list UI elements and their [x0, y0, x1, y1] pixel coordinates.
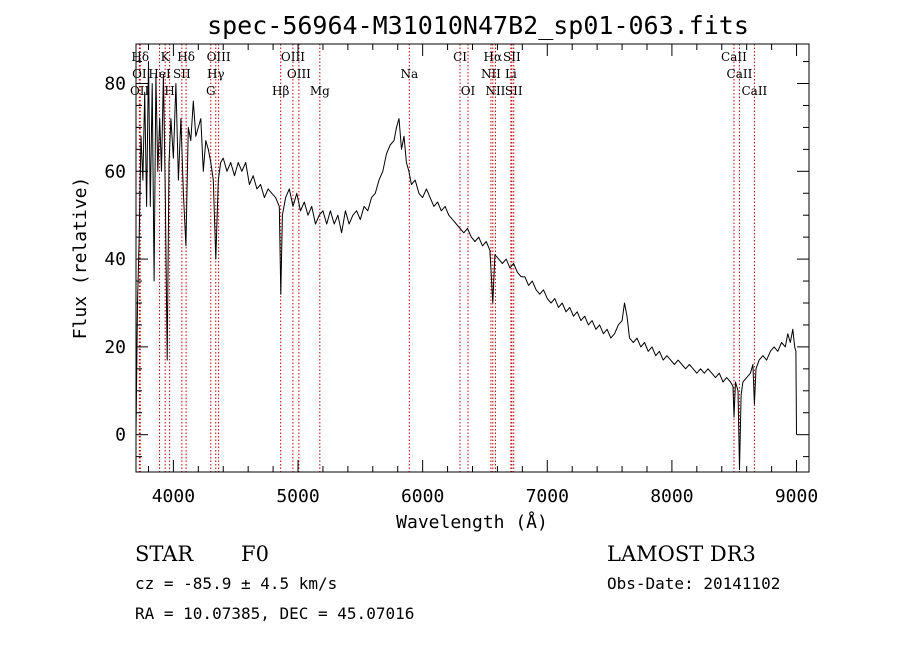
y-tick-label: 40: [104, 249, 126, 270]
spectral-line-label: G: [206, 84, 216, 98]
x-tick-label: 9000: [775, 486, 818, 507]
spectral-lines-layer: [138, 44, 755, 472]
spectral-line-label: OI: [132, 67, 147, 81]
spectral-line-label: OI: [461, 84, 476, 98]
x-tick-label: 4000: [152, 486, 195, 507]
spectral-line-label: OIII: [207, 50, 231, 64]
spectral-line-label: K: [161, 50, 171, 64]
spectral-line-label: CaII: [727, 67, 753, 81]
y-tick-label: 80: [104, 74, 126, 95]
subclass: F0: [241, 542, 269, 566]
chart-title: spec-56964-M31010N47B2_sp01-063.fits: [207, 11, 749, 40]
spectral-line-label: Na: [400, 67, 418, 81]
spectral-line-label: OIII: [287, 67, 311, 81]
spectral-line-label: CaII: [721, 50, 747, 64]
axis-ticks-layer: 4000 5000 6000 7000 8000 9000 0 20 40 60 80: [104, 44, 818, 507]
spectral-line-label: HeI: [148, 67, 171, 81]
y-tick-label: 20: [104, 337, 126, 358]
spectral-line-label: CaII: [741, 84, 767, 98]
spectral-line-label: H: [164, 84, 174, 98]
plot-frame: [135, 43, 810, 473]
spectral-line-label: Mg: [310, 84, 330, 98]
spectral-line-label: Hβ: [272, 84, 289, 98]
x-tick-label: 7000: [526, 486, 569, 507]
spectral-line-label: Hα: [484, 50, 503, 64]
x-tick-label: 6000: [401, 486, 444, 507]
spectral-line-label: NII: [485, 84, 505, 98]
obs-date: Obs-Date: 20141102: [607, 574, 780, 593]
x-tick-label: 8000: [650, 486, 693, 507]
spectral-line-label: NII: [481, 67, 501, 81]
y-tick-label: 60: [104, 161, 126, 182]
spectrum-series-line: [135, 61, 797, 471]
y-tick-label: 0: [115, 425, 126, 446]
object-class: STAR: [135, 542, 194, 566]
coordinates: RA = 10.07385, DEC = 45.07016: [135, 604, 414, 623]
cz-value: cz = -85.9 ± 4.5 km/s: [135, 574, 337, 593]
spectral-line-label: Li: [505, 67, 517, 81]
spectral-line-label: OII: [130, 84, 150, 98]
spectral-line-label: SII: [503, 50, 521, 64]
spectral-line-label: SII: [505, 84, 523, 98]
survey-name: LAMOST DR3: [607, 542, 756, 566]
x-tick-label: 5000: [276, 486, 319, 507]
spectral-line-label: Hγ: [207, 67, 225, 81]
spectral-line-label: CI: [453, 50, 467, 64]
series-layer: [135, 61, 797, 471]
spectral-line-label: OIII: [281, 50, 305, 64]
spectral-line-label: Hδ: [177, 50, 195, 64]
spectral-line-label: SII: [173, 67, 191, 81]
y-axis-label: Flux (relative): [70, 177, 91, 340]
x-axis-label: Wavelength (Å): [396, 511, 548, 533]
